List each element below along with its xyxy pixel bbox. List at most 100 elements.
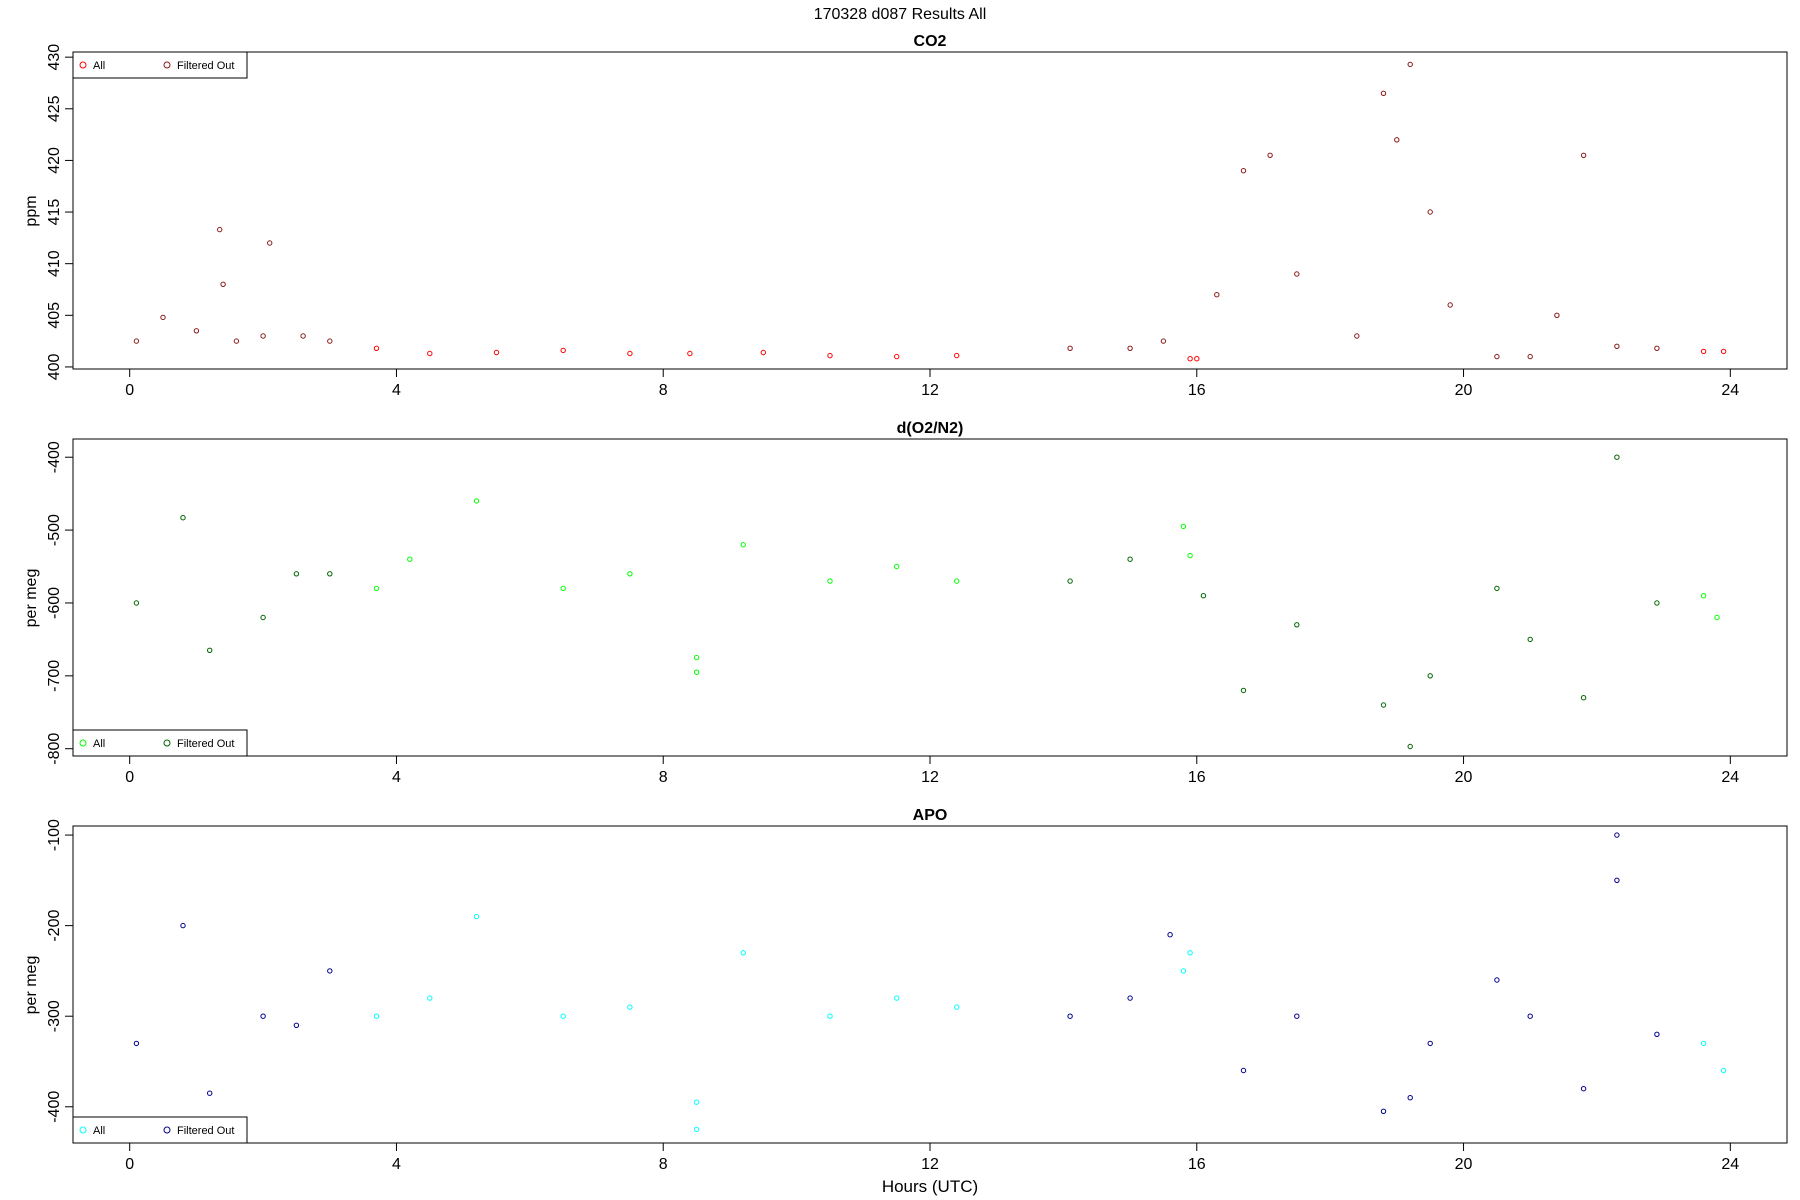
data-point-all <box>693 1099 700 1105</box>
data-point-filtered-out <box>1240 687 1247 694</box>
data-point-filtered-out <box>1407 61 1413 68</box>
data-point-filtered-out <box>1160 338 1167 344</box>
data-point-all <box>407 556 413 562</box>
data-point-all <box>627 571 633 577</box>
x-tick-label: 20 <box>1455 1156 1473 1173</box>
data-point-filtered-out <box>1654 600 1660 606</box>
data-point-filtered-out <box>1407 1095 1413 1101</box>
x-axis-apo: 0 4 8 12 16 20 24 <box>125 1142 1739 1173</box>
data-point-filtered-out <box>1380 90 1387 97</box>
data-point-filtered-out <box>207 1090 213 1096</box>
data-point-filtered-out <box>1127 556 1133 562</box>
legend-marker <box>163 1126 171 1134</box>
y-tick-label: 410 <box>46 250 63 277</box>
y-tick-label: -300 <box>46 1000 63 1032</box>
data-point-all <box>954 578 960 584</box>
data-point-filtered-out <box>1580 695 1587 701</box>
data-point-filtered-out <box>1380 1108 1387 1115</box>
data-point-filtered-out <box>260 333 266 339</box>
data-point-filtered-out <box>1380 702 1387 708</box>
data-point-all <box>740 950 746 956</box>
y-tick-label: -400 <box>46 1091 63 1123</box>
data-point-all <box>1720 1067 1727 1074</box>
legend-box <box>72 51 248 79</box>
legend-co2: All Filtered Out <box>72 51 248 79</box>
legend-marker <box>79 739 87 747</box>
data-point-filtered-out <box>160 314 166 321</box>
data-point-filtered-out <box>1494 977 1500 983</box>
data-point-filtered-out <box>293 571 300 577</box>
data-point-all <box>560 1013 566 1019</box>
plot-area-co2 <box>72 51 1788 370</box>
legend-marker <box>163 739 171 747</box>
data-point-filtered-out <box>180 515 186 521</box>
x-axis-co2: 0 4 8 12 16 20 24 <box>125 368 1739 399</box>
legend-label: Filtered Out <box>177 1125 234 1137</box>
legend-label: All <box>93 738 105 750</box>
y-axis-label-apo: per meg <box>23 956 40 1015</box>
x-tick-label: 0 <box>125 382 134 399</box>
data-point-filtered-out <box>1527 636 1533 643</box>
data-point-filtered-out <box>327 338 333 344</box>
data-point-all <box>1700 348 1707 355</box>
data-point-filtered-out <box>327 571 333 577</box>
data-point-filtered-out <box>1167 932 1173 938</box>
data-point-filtered-out <box>1240 168 1247 174</box>
data-point-filtered-out <box>233 338 240 344</box>
data-point-filtered-out <box>207 647 213 653</box>
data-point-filtered-out <box>193 328 200 334</box>
chart-title-apo: APO <box>913 807 948 824</box>
data-point-filtered-out <box>1067 578 1073 584</box>
y-axis-label-do2n2: per meg <box>23 569 40 628</box>
x-tick-label: 24 <box>1721 382 1739 399</box>
data-point-all <box>693 669 700 675</box>
y-tick-label: -700 <box>46 660 63 692</box>
x-tick-label: 0 <box>125 1156 134 1173</box>
x-tick-label: 0 <box>125 769 134 786</box>
legend-do2n2: All Filtered Out <box>72 729 248 757</box>
y-tick-label: 400 <box>46 353 63 380</box>
data-point-filtered-out <box>1354 333 1360 339</box>
data-point-filtered-out <box>1654 1031 1660 1038</box>
figure-title: 170328 d087 Results All <box>814 6 987 23</box>
x-tick-label: 4 <box>392 1156 401 1173</box>
data-point-all <box>560 347 566 354</box>
points-do2n2 <box>133 454 1720 750</box>
data-point-filtered-out <box>133 1040 140 1047</box>
data-point-filtered-out <box>293 1022 300 1029</box>
x-tick-label: 20 <box>1455 769 1473 786</box>
data-point-all <box>1180 968 1187 974</box>
data-point-filtered-out <box>217 226 223 233</box>
data-point-filtered-out <box>327 968 333 974</box>
data-point-filtered-out <box>1427 1040 1433 1047</box>
y-tick-label: -200 <box>46 910 63 942</box>
plot-area-do2n2 <box>72 438 1788 757</box>
data-point-all <box>627 1004 633 1010</box>
data-point-all <box>473 498 480 504</box>
data-point-filtered-out <box>1067 345 1073 351</box>
legend-apo: All Filtered Out <box>72 1116 248 1144</box>
data-point-filtered-out <box>1527 1013 1533 1019</box>
legend-box <box>72 729 248 757</box>
data-point-filtered-out <box>1494 353 1500 360</box>
x-tick-label: 12 <box>921 769 939 786</box>
data-point-all <box>687 350 693 357</box>
data-point-filtered-out <box>220 281 226 287</box>
data-point-filtered-out <box>133 338 140 344</box>
legend-marker <box>163 61 171 69</box>
x-tick-label: 4 <box>392 769 401 786</box>
data-point-all <box>693 1126 700 1133</box>
data-point-filtered-out <box>180 922 186 929</box>
data-point-all <box>894 353 900 360</box>
y-tick-label: -100 <box>46 819 63 851</box>
data-point-all <box>693 654 700 661</box>
y-tick-label: -400 <box>46 441 63 473</box>
panel-co2: CO2 ppm 0 4 8 12 16 20 24 400 405 410 415 420 425 43… <box>23 33 1788 399</box>
panel-apo: APO per meg 0 4 8 12 16 20 24 -400 -300 -200 -100… <box>23 807 1788 1196</box>
data-point-filtered-out <box>1127 995 1133 1001</box>
data-point-all <box>954 1004 960 1010</box>
data-point-filtered-out <box>1580 1086 1587 1092</box>
plot-area-apo <box>72 825 1788 1144</box>
legend-marker <box>79 61 87 69</box>
